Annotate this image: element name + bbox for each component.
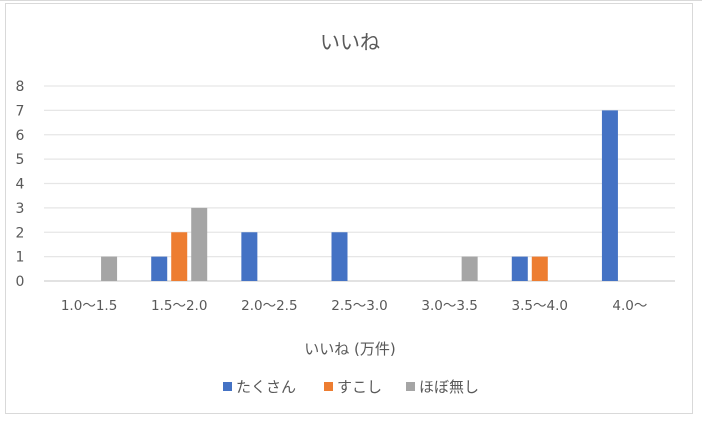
y-tick-label: 8: [16, 79, 25, 95]
bar-chart: いいね 0 1 2 3 4 5 6 7 8 1.0〜1.5 1.5〜2.0 2.0〜2.5 2.5〜3.…: [16, 30, 675, 396]
bar-たくさん-3.5〜4.0[interactable]: [511, 256, 528, 281]
chart-area[interactable]: いいね 0 1 2 3 4 5 6 7 8 1.0〜1.5 1.5〜2.0 2.0〜2.5 2.5〜3.…: [5, 3, 693, 414]
bar-たくさん-2.0〜2.5[interactable]: [241, 232, 258, 281]
x-tick-label: 2.5〜3.0: [331, 298, 387, 314]
bar-ほぼ無し-1.5〜2.0[interactable]: [191, 207, 208, 281]
chart-title: いいね: [320, 30, 380, 54]
legend-label: すこし: [337, 378, 382, 396]
x-tick-label: 3.5〜4.0: [512, 298, 568, 314]
bar-すこし-3.5〜4.0[interactable]: [531, 256, 548, 281]
y-tick-label: 7: [16, 103, 25, 119]
y-tick-label: 6: [16, 128, 25, 144]
x-tick-label: 2.0〜2.5: [241, 298, 297, 314]
y-tick-label: 2: [16, 225, 25, 241]
legend: たくさん すこし ほぼ無し: [223, 378, 479, 396]
legend-swatch: [406, 382, 415, 391]
legend-swatch: [223, 382, 232, 391]
y-tick-label: 3: [16, 201, 25, 217]
y-tick-label: 0: [16, 274, 25, 290]
x-axis-title: いいね (万件): [304, 340, 395, 358]
bar-たくさん-1.5〜2.0[interactable]: [151, 256, 168, 281]
y-tick-label: 5: [16, 152, 25, 168]
x-tick-label: 1.5〜2.0: [151, 298, 207, 314]
bar-すこし-1.5〜2.0[interactable]: [171, 232, 188, 281]
x-tick-label: 3.0〜3.5: [421, 298, 477, 314]
legend-label: たくさん: [236, 378, 296, 396]
bar-たくさん-4.0〜[interactable]: [601, 110, 618, 281]
y-tick-label: 4: [16, 177, 25, 193]
bar-ほぼ無し-1.0〜1.5[interactable]: [101, 256, 118, 281]
legend-label: ほぼ無し: [419, 378, 479, 396]
x-tick-label: 1.0〜1.5: [61, 298, 117, 314]
x-tick-label: 4.0〜: [612, 298, 647, 314]
legend-swatch: [324, 382, 333, 391]
y-tick-label: 1: [16, 250, 25, 266]
bar-たくさん-2.5〜3.0[interactable]: [331, 232, 348, 281]
bar-ほぼ無し-3.0〜3.5[interactable]: [461, 256, 478, 281]
